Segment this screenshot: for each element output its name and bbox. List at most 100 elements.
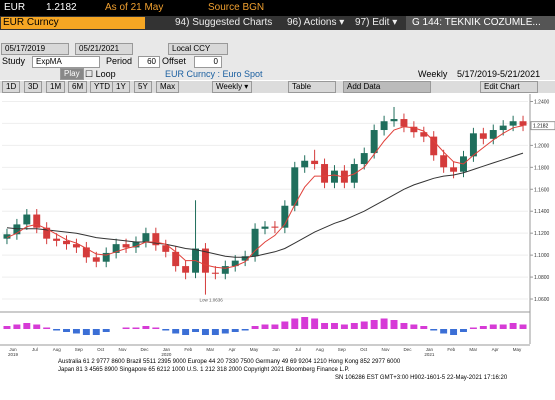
candle-body (420, 132, 428, 137)
candle-body (102, 252, 110, 262)
candle-body (430, 136, 438, 156)
candle-body (112, 244, 120, 253)
loop-label: Loop (95, 69, 116, 79)
y-tick-label: 1.1600 (534, 187, 550, 193)
oscillator-bar (13, 324, 21, 329)
x-tick-label: Jan (426, 347, 434, 352)
edit-chart-button[interactable]: Edit Chart (480, 81, 538, 93)
date-range: 5/17/2019-5/21/2021 (457, 69, 541, 79)
loop-checkbox[interactable]: ☐ Loop (85, 69, 116, 79)
candle-body (162, 245, 170, 252)
x-tick-label: Feb (447, 347, 455, 352)
candle-body (479, 133, 487, 139)
period-tab[interactable]: 1M (46, 81, 66, 93)
moving-average-long (6, 152, 524, 258)
oscillator-bar (311, 318, 319, 329)
oscillator-bar (291, 318, 299, 329)
currency-select[interactable]: Local CCY (168, 43, 228, 55)
x-tick-label: Dec (140, 347, 149, 352)
period-tab[interactable]: YTD (90, 81, 114, 93)
controls-panel: 05/17/2019 05/21/2021 Local CCY Study Ex… (0, 30, 555, 70)
candle-body (271, 226, 279, 228)
oscillator-bar (182, 329, 190, 335)
candle-body (321, 164, 329, 183)
price: 1.2182 (46, 2, 77, 13)
candle-body (360, 153, 368, 165)
play-button[interactable]: Play (60, 68, 84, 80)
edit-menu[interactable]: 97) Edit ▾ (355, 17, 398, 28)
candle-body (251, 228, 259, 257)
security-input[interactable]: EUR Curncy (1, 17, 145, 29)
oscillator-bar (370, 320, 378, 329)
candle-body (92, 257, 100, 262)
low-annotation: Low 1.0636 (199, 298, 223, 303)
start-date[interactable]: 05/17/2019 (1, 43, 69, 55)
description: EUR Curncy : Euro Spot (165, 69, 263, 79)
period-tab[interactable]: 3D (24, 81, 43, 93)
actions-menu[interactable]: 96) Actions ▾ (287, 17, 345, 28)
oscillator-bar (43, 327, 51, 329)
y-tick-label: 1.1200 (534, 231, 550, 237)
table-button[interactable]: Table (288, 81, 336, 93)
end-date[interactable]: 05/21/2021 (75, 43, 133, 55)
oscillator-bar (231, 329, 239, 332)
candle-body (499, 125, 507, 131)
moving-average-short (6, 125, 524, 269)
header-bar: EUR 1.2182 As of 21 May Source BGN (0, 0, 555, 16)
oscillator-bar (450, 329, 458, 335)
period-tab[interactable]: 1Y (112, 81, 130, 93)
chart-name[interactable]: G 144: TEKNIK COZUMLE... (406, 16, 555, 30)
period-tab[interactable]: 6M (68, 81, 88, 93)
oscillator-bar (321, 323, 329, 329)
frequency-select[interactable]: Weekly ▾ (212, 81, 252, 93)
footer-line3: SN 106286 EST GMT+3:00 H902-1601-5 22-Ma… (335, 375, 508, 381)
x-tick-label: Jul (295, 347, 301, 352)
candle-body (370, 130, 378, 154)
x-tick-label: Aug (53, 347, 62, 352)
candle-body (311, 160, 319, 165)
candle-body (33, 214, 41, 228)
candle-body (469, 133, 477, 157)
candle-body (132, 241, 140, 248)
oscillator-bar (479, 326, 487, 329)
year-label: 2020 (161, 352, 172, 357)
oscillator-bar (63, 329, 70, 332)
toolbar: EUR Curncy 94) Suggested Charts 96) Acti… (0, 16, 555, 30)
oscillator-bar (261, 324, 269, 329)
period-tab[interactable]: Max (156, 81, 180, 93)
last-price-tag (530, 121, 555, 131)
x-tick-label: Mar (206, 347, 214, 352)
oscillator-bar (251, 326, 259, 329)
oscillator-bar (430, 329, 438, 331)
period-input[interactable]: 60 (138, 56, 160, 68)
oscillator-bar (152, 327, 160, 329)
oscillator-bar (142, 326, 150, 329)
x-tick-label: Sep (75, 347, 84, 352)
oscillator-bar (221, 329, 229, 334)
oscillator-bar (201, 329, 209, 335)
oscillator-bar (489, 324, 497, 329)
candle-body (122, 244, 130, 248)
y-tick-label: 1.2400 (534, 99, 550, 105)
add-data-button[interactable]: Add Data (343, 81, 431, 93)
x-tick-label: Nov (119, 347, 128, 352)
candle-body (281, 205, 289, 228)
chart-background (0, 94, 555, 357)
candle-body (23, 214, 31, 225)
x-tick-label: Jul (32, 347, 38, 352)
x-tick-label: Aug (316, 347, 325, 352)
source: Source BGN (208, 2, 265, 13)
study-select[interactable]: ExpMA (32, 56, 100, 68)
oscillator-bar (420, 326, 428, 329)
oscillator-bar (301, 317, 309, 329)
oscillator-bar (23, 323, 31, 329)
oscillator-bar (330, 323, 338, 329)
period-tab[interactable]: 5Y (134, 81, 152, 93)
candle-body (241, 256, 249, 261)
offset-input[interactable]: 0 (194, 56, 222, 68)
period-tab[interactable]: 1D (2, 81, 21, 93)
suggested-charts[interactable]: 94) Suggested Charts (175, 17, 273, 28)
oscillator-bar (172, 329, 180, 334)
x-tick-label: Jun (9, 347, 17, 352)
